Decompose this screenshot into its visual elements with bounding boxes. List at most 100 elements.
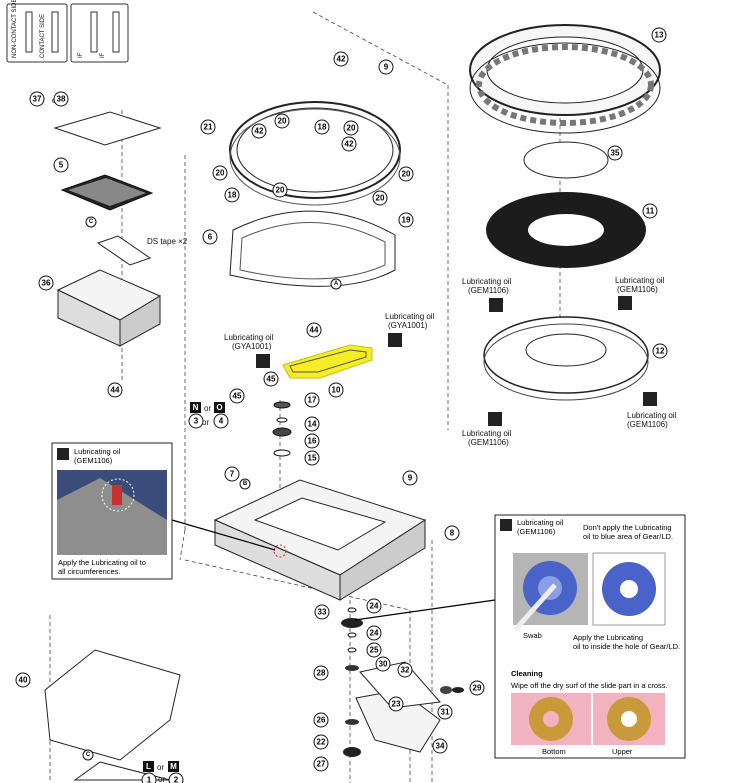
part-number-circle: [15, 672, 31, 688]
part-number-3: 3: [194, 417, 199, 426]
part-number-45: 45: [233, 392, 242, 401]
part-number-27: 27: [317, 760, 326, 769]
part-number-21: 21: [204, 123, 213, 132]
part-number-circle: [29, 91, 45, 107]
oil-can-icon: [488, 412, 502, 426]
part-number-4: 4: [219, 417, 224, 426]
oil-can-icon: [643, 392, 657, 406]
part-number-circle: [274, 113, 290, 129]
reference-label-a: A: [334, 281, 339, 287]
reference-label-b: B: [243, 481, 248, 487]
reference-label-c: C: [89, 219, 94, 225]
part-number-45: 45: [267, 375, 276, 384]
callout-right-dont-2: oil to blue area of Gear/LD.: [583, 532, 673, 541]
part-number-circle: [304, 433, 320, 449]
part-number-circle: [366, 642, 382, 658]
ring-sheet: [229, 210, 396, 287]
part-number-circle: [372, 190, 388, 206]
lcd-panel: [60, 174, 154, 211]
part-number-32: 32: [401, 666, 410, 675]
jog-sheet-11: [486, 192, 646, 268]
swab-label: Swab: [523, 631, 542, 640]
part-number-40: 40: [19, 676, 28, 685]
part-number-6: 6: [208, 233, 213, 242]
callout-left-code: (GEM1106): [74, 456, 113, 465]
part-number-20: 20: [278, 117, 287, 126]
part-number-circle: [212, 165, 228, 181]
part-number-12: 12: [656, 347, 665, 356]
part-number-circle: [402, 470, 418, 486]
part-number-circle: [53, 157, 69, 173]
part-number-10: 10: [332, 386, 341, 395]
lube-gem-code-b: (GEM1106): [617, 285, 658, 294]
tool-icon: [25, 11, 33, 53]
part-number-2: 2: [174, 776, 179, 783]
part-number-circle: [388, 696, 404, 712]
part-number-circle: [263, 371, 279, 387]
lube-gem-code-c: (GEM1106): [468, 438, 509, 447]
part-number-circle: [38, 275, 54, 291]
part-number-44: 44: [310, 326, 319, 335]
letter-l: L: [146, 762, 151, 771]
part-number-circle: [333, 51, 349, 67]
part-number-circle: [313, 665, 329, 681]
part-number-9: 9: [384, 63, 389, 72]
part-number-9: 9: [408, 474, 413, 483]
part-number-circle: [398, 166, 414, 182]
part-number-34: 34: [436, 742, 445, 751]
part-number-35: 35: [611, 149, 620, 158]
part-number-circle: [213, 413, 229, 429]
part-number-circle: [251, 123, 267, 139]
part-number-20: 20: [347, 124, 356, 133]
contact-side-legend: NON-CONTACT SIDE CONTACT SIDE IF IF: [6, 0, 129, 63]
part-number-38: 38: [57, 95, 66, 104]
tool-icon: [112, 11, 120, 53]
disc-35: [523, 141, 609, 179]
or-text-no: or: [204, 404, 211, 413]
part-number-20: 20: [402, 170, 411, 179]
oil-can-icon: [256, 354, 270, 368]
bottom-label: Bottom: [542, 747, 566, 756]
callout-right-title: Lubricating oil: [517, 518, 564, 527]
tool-icon: [90, 11, 98, 53]
part-number-29: 29: [473, 684, 482, 693]
part-number-circle: [168, 772, 184, 783]
contact-side-text: CONTACT SIDE: [40, 14, 46, 58]
part-number-7: 7: [230, 470, 235, 479]
part-number-23: 23: [392, 700, 401, 709]
gear-stack-middle: [272, 401, 292, 457]
part-number-circle: [642, 203, 658, 219]
part-number-44: 44: [111, 386, 120, 395]
part-number-circle: [469, 680, 485, 696]
callout-left: Lubricating oil (GEM1106) Apply the Lubr…: [51, 442, 173, 580]
callout-right: Lubricating oil (GEM1106) Don't apply th…: [494, 514, 686, 759]
part-number-circle: [313, 756, 329, 772]
part-number-42: 42: [255, 127, 264, 136]
part-number-1: 1: [147, 776, 152, 783]
part-number-circle: [200, 119, 216, 135]
lube-gem-label-b: Lubricating oil: [615, 276, 665, 285]
part-number-circle: [313, 734, 329, 750]
part-number-26: 26: [317, 716, 326, 725]
part-number-circle: [53, 91, 69, 107]
part-number-circle: [341, 136, 357, 152]
part-number-5: 5: [59, 161, 64, 170]
part-number-circle: [314, 604, 330, 620]
part-number-16: 16: [308, 437, 317, 446]
letter-m: M: [170, 762, 177, 771]
part-number-circle: [397, 662, 413, 678]
part-number-circle: [366, 625, 382, 641]
if-text-1: IF: [78, 52, 84, 58]
letter-n: N: [193, 403, 199, 412]
callout-right-dont-1: Don't apply the Lubricating: [583, 523, 672, 532]
part-number-24: 24: [370, 629, 379, 638]
apply-text-1: Apply the Lubricating: [573, 633, 643, 642]
lube-gya-label-1: Lubricating oil: [224, 333, 274, 342]
lube-gem-code-d: (GEM1106): [627, 420, 668, 429]
part-number-14: 14: [308, 420, 317, 429]
part-number-17: 17: [308, 396, 317, 405]
or-text-12: or: [158, 775, 165, 783]
ds-tape-label: DS tape ×2: [147, 237, 188, 246]
part-number-circle: [444, 525, 460, 541]
